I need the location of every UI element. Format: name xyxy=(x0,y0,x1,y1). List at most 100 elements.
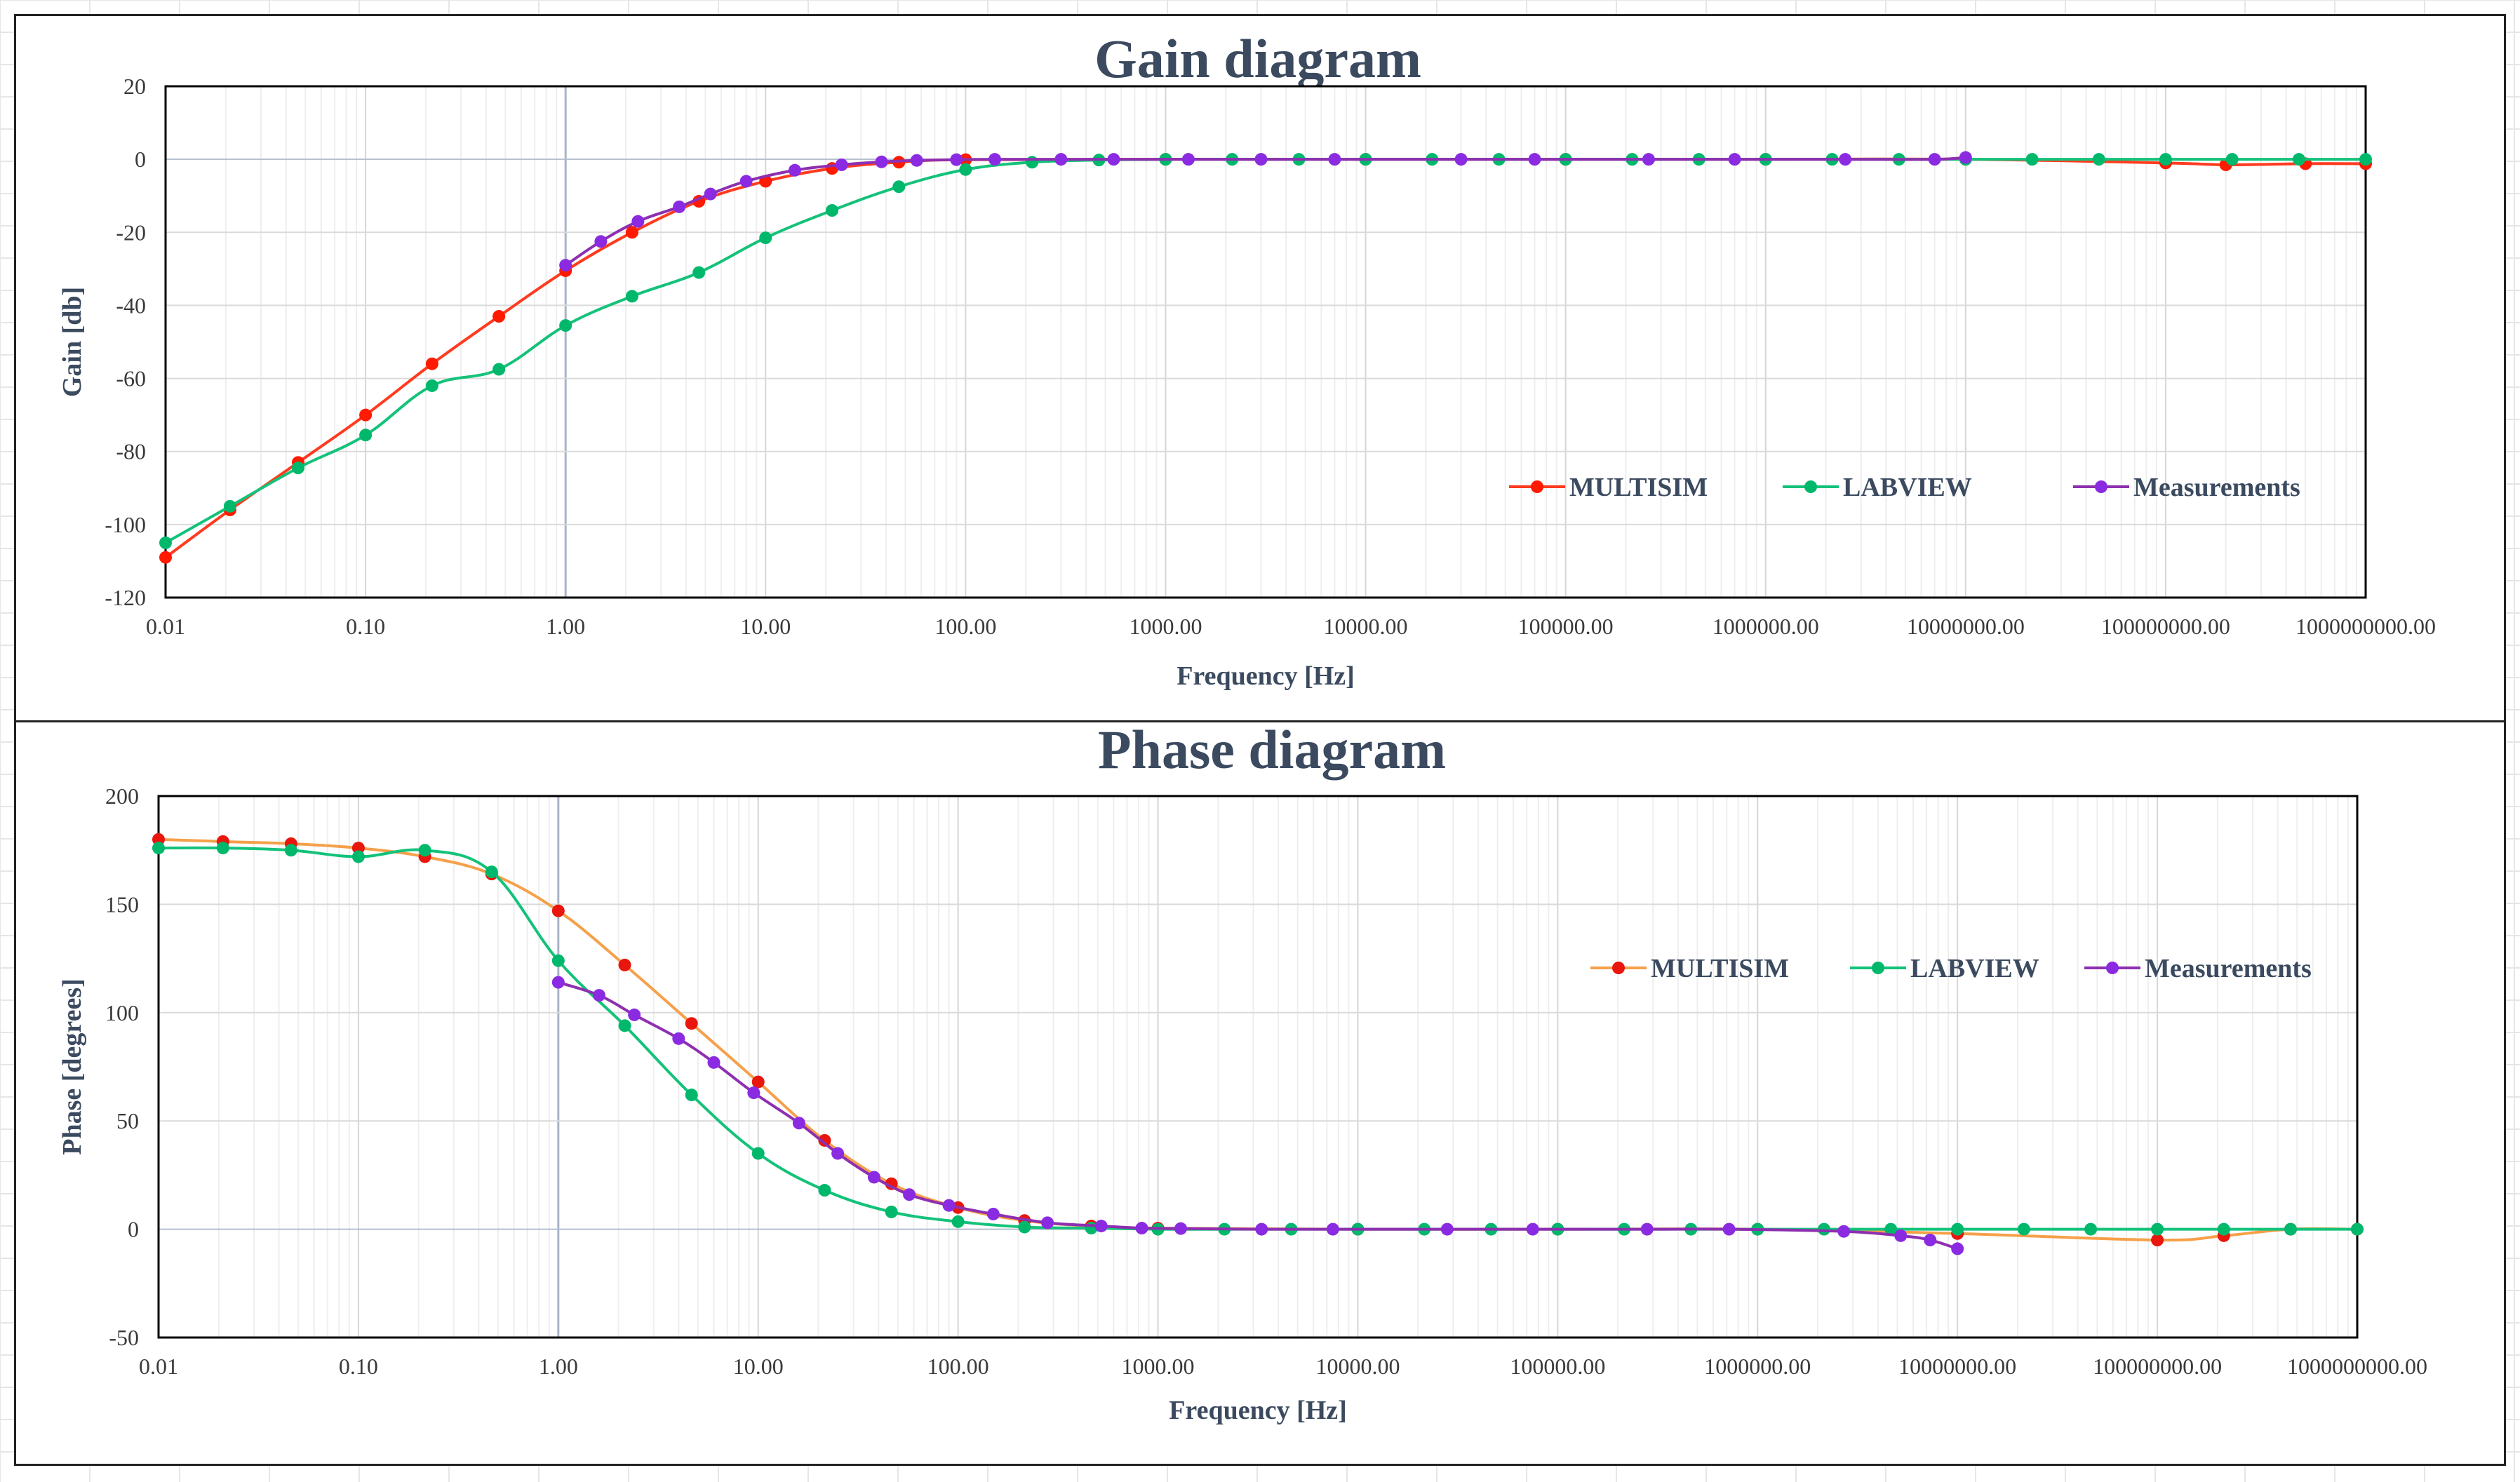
data-point-multisim xyxy=(159,551,172,564)
data-point-measurements xyxy=(1959,151,1972,164)
x-tick-label: 1.00 xyxy=(546,614,585,639)
data-point-measurements xyxy=(875,155,888,168)
data-point-labview xyxy=(2217,1222,2230,1236)
data-point-labview xyxy=(751,1147,765,1160)
data-point-labview xyxy=(2225,153,2239,166)
data-point-measurements xyxy=(1894,1229,1908,1242)
data-point-measurements xyxy=(950,153,963,166)
plot-area xyxy=(159,796,2357,1338)
data-point-measurements xyxy=(1454,153,1468,166)
data-point-measurements xyxy=(592,989,605,1002)
data-point-labview xyxy=(492,363,506,376)
data-point-measurements xyxy=(704,187,717,201)
data-point-labview xyxy=(551,954,565,967)
data-point-measurements xyxy=(594,235,608,248)
data-point-labview xyxy=(1018,1220,1031,1234)
data-point-measurements xyxy=(831,1147,845,1160)
data-point-labview xyxy=(2284,1222,2297,1236)
data-point-labview xyxy=(759,231,772,245)
data-point-multisim xyxy=(818,1133,831,1147)
plot-border xyxy=(157,795,2359,1339)
x-tick-label: 0.10 xyxy=(339,1354,378,1379)
data-point-measurements xyxy=(1837,1225,1851,1238)
data-point-labview xyxy=(959,163,972,176)
data-point-multisim xyxy=(492,310,506,323)
data-point-measurements xyxy=(1839,153,1852,166)
data-point-measurements xyxy=(792,1117,805,1130)
data-point-measurements xyxy=(551,976,565,989)
data-point-labview xyxy=(1884,1222,1898,1236)
data-point-labview xyxy=(2025,153,2039,166)
data-point-multisim xyxy=(685,1017,698,1030)
data-point-measurements xyxy=(942,1199,956,1212)
data-point-labview xyxy=(685,1089,698,1102)
x-tick-label: 10.00 xyxy=(740,614,791,639)
y-tick-label: 0 xyxy=(135,147,146,172)
data-point-labview xyxy=(625,290,638,303)
legend-label-multisim: MULTISIM xyxy=(1569,473,1708,502)
y-tick-label: 100 xyxy=(105,1000,139,1025)
data-point-labview xyxy=(2151,1222,2164,1236)
legend-label-multisim: MULTISIM xyxy=(1651,954,1789,983)
data-point-labview xyxy=(2084,1222,2098,1236)
data-point-measurements xyxy=(1107,153,1120,166)
x-tick-label: 100000.00 xyxy=(1510,1354,1605,1379)
data-point-measurements xyxy=(1526,1222,1539,1236)
legend-marker-measurements xyxy=(2095,480,2107,493)
x-tick-label: 1000000.00 xyxy=(1704,1354,1811,1379)
x-tick-label: 10000.00 xyxy=(1324,614,1408,639)
data-point-labview xyxy=(1951,1222,1964,1236)
x-tick-label: 1000.00 xyxy=(1129,614,1202,639)
x-tick-label: 10000000.00 xyxy=(1898,1354,2016,1379)
x-tick-label: 10.00 xyxy=(733,1354,784,1379)
y-axis-label: Gain [db] xyxy=(58,287,87,397)
data-point-multisim xyxy=(551,904,565,917)
legend-marker-measurements xyxy=(2106,962,2119,974)
data-point-measurements xyxy=(788,163,801,177)
data-point-measurements xyxy=(559,259,572,272)
data-point-measurements xyxy=(673,200,686,213)
phase-chart-panel: Phase diagram 0.01 0.10 1.00 10.00 100.00 1000… xyxy=(14,720,2506,1466)
data-point-labview xyxy=(2092,153,2105,166)
data-point-measurements xyxy=(1951,1242,1964,1255)
gain-chart-panel: Gain diagram 0.01 0.10 1.00 10.00 100.00 1000.… xyxy=(14,14,2506,722)
data-point-labview xyxy=(951,1215,965,1228)
chart-title: Phase diagram xyxy=(1098,722,1446,780)
y-tick-label: 200 xyxy=(105,783,139,809)
data-point-measurements xyxy=(672,1032,685,1045)
x-tick-label: 100000.00 xyxy=(1518,614,1614,639)
data-point-labview xyxy=(2159,153,2172,166)
data-point-measurements xyxy=(1094,1219,1108,1232)
data-point-measurements xyxy=(1326,1222,1339,1236)
legend-marker-multisim xyxy=(1612,962,1625,974)
x-tick-label: 0.01 xyxy=(139,1354,178,1379)
data-point-measurements xyxy=(1642,153,1655,166)
data-point-labview xyxy=(359,429,373,442)
data-point-labview xyxy=(223,499,236,513)
legend-label-labview: LABVIEW xyxy=(1910,954,2039,983)
data-point-measurements xyxy=(1181,153,1195,166)
gain-chart: Gain diagram 0.01 0.10 1.00 10.00 100.00 1000.… xyxy=(58,28,2436,691)
data-point-labview xyxy=(418,844,431,857)
data-point-labview xyxy=(291,462,304,475)
data-point-multisim xyxy=(2151,1234,2164,1247)
data-point-labview xyxy=(618,1019,631,1032)
data-point-measurements xyxy=(1924,1234,1937,1247)
legend-label-labview: LABVIEW xyxy=(1843,473,1972,502)
data-point-measurements xyxy=(1640,1222,1654,1236)
legend-marker-labview xyxy=(1804,480,1817,493)
x-tick-label: 1000000000.00 xyxy=(2296,614,2436,639)
x-tick-label: 100000000.00 xyxy=(2093,1354,2222,1379)
plot-area xyxy=(166,86,2366,598)
data-point-measurements xyxy=(867,1171,880,1184)
data-point-multisim xyxy=(359,408,373,422)
data-point-measurements xyxy=(1440,1222,1454,1236)
data-point-labview xyxy=(692,266,706,279)
x-tick-label: 100000000.00 xyxy=(2101,614,2230,639)
data-point-measurements xyxy=(986,1207,1000,1220)
x-tick-label: 1000000000.00 xyxy=(2287,1354,2427,1379)
data-point-multisim xyxy=(618,958,631,971)
data-point-labview xyxy=(425,379,438,392)
data-point-labview xyxy=(559,319,572,332)
